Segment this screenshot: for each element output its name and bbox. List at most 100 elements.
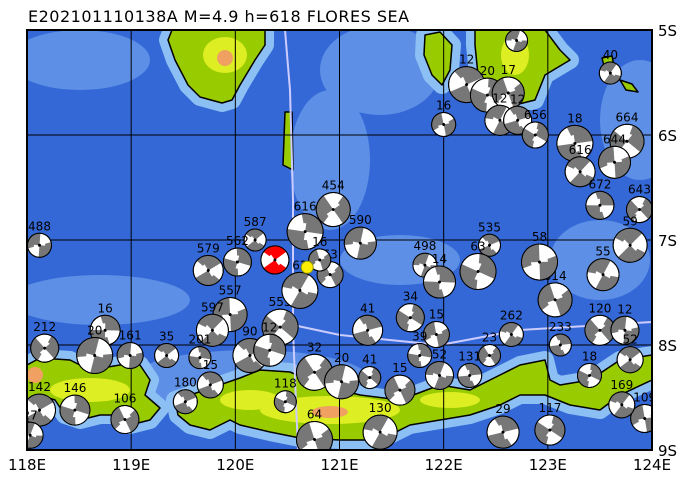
beachball-center-dot (423, 263, 427, 267)
beachball-edge (598, 61, 622, 85)
event-depth-label: 12 (459, 53, 474, 67)
compressional-quadrant (619, 346, 641, 373)
beachball-center-dot (253, 238, 257, 242)
event-beachball (521, 121, 549, 149)
event-beachball (478, 344, 501, 367)
event-depth-label: 212 (33, 320, 56, 334)
event-beachball (478, 233, 501, 257)
compressional-quadrant (478, 346, 501, 365)
event-beachball (422, 321, 450, 348)
beachball-edge (521, 243, 558, 281)
event-beachball (457, 362, 483, 388)
beachball-center-dot (318, 258, 322, 262)
beachball-center-dot (38, 243, 41, 247)
event-depth-label: 15 (429, 308, 444, 322)
event-depth-label: 12 (510, 92, 525, 106)
beachball-center-dot (623, 328, 627, 332)
beachball-edge (296, 421, 333, 450)
event-depth-label: 169 (610, 378, 633, 392)
beachball-center-dot (548, 428, 552, 432)
nodal-band (617, 347, 643, 373)
event-beachball (537, 282, 573, 318)
nodal-band (538, 283, 572, 317)
event-beachball (273, 390, 297, 414)
beachball-edge (431, 112, 457, 137)
beachball-edge (116, 342, 144, 369)
beachball-edge (384, 374, 416, 406)
beachball-center-dot (28, 433, 32, 437)
event-depth-label: 656 (524, 108, 547, 122)
nodal-band (505, 30, 528, 52)
event-beachball (612, 227, 648, 263)
nodal-band (196, 314, 228, 346)
beachball-edge (286, 213, 324, 251)
beachball-center-dot (313, 370, 316, 374)
beachball-edge (343, 226, 377, 260)
nodal-band (325, 365, 359, 399)
beachball-edge (459, 253, 497, 290)
event-depth-label: 55 (595, 245, 610, 259)
event-depth-label: 16 (312, 235, 327, 249)
event-beachball (243, 228, 267, 252)
event-depth-label: 587 (244, 215, 267, 229)
event-beachball (505, 30, 529, 52)
beachball-edge (598, 145, 631, 179)
event-depth-label: 643 (628, 183, 651, 197)
event-depth-label: 131 (458, 349, 481, 363)
event-depth-label: 146 (63, 381, 86, 395)
beachball-edge (577, 362, 602, 388)
beachball-center-dot (93, 354, 97, 357)
beachball-center-dot (268, 348, 272, 352)
nodal-band (189, 346, 211, 369)
beachball-edge (59, 394, 91, 426)
event-depth-label: 32 (307, 340, 322, 354)
beachball-edge (273, 390, 297, 414)
event-beachball (577, 362, 602, 388)
highlight-event-marker (300, 260, 314, 274)
beachball-center-dot (210, 328, 214, 332)
beachball-center-dot (558, 343, 562, 347)
beachball-edge (521, 121, 549, 149)
beachball-center-dot (598, 203, 602, 207)
beachball-edge (358, 366, 382, 390)
beachball-center-dot (515, 39, 519, 42)
nodal-band (478, 234, 501, 256)
event-depth-label: 18 (509, 16, 524, 30)
beachball-center-dot (553, 298, 557, 302)
event-beachball (315, 192, 351, 228)
beachball-edge (610, 315, 640, 345)
beachball-edge (491, 76, 525, 110)
compressional-quadrant (316, 195, 351, 224)
event-beachball (30, 333, 60, 363)
nodal-band (425, 361, 454, 390)
beachball-center-dot (43, 346, 47, 350)
beachball-edge (196, 371, 224, 399)
event-depth-label: 118 (274, 377, 297, 391)
beachball-center-dot (248, 354, 252, 357)
event-depth-label: 15 (392, 361, 407, 375)
beachball-center-dot (103, 328, 107, 332)
nodal-band (487, 416, 519, 448)
lon-tick-label: 118E (8, 456, 46, 474)
beachball-center-dot (628, 243, 632, 247)
nodal-band (396, 304, 424, 332)
nodal-band (233, 339, 267, 372)
beachball-edge (608, 391, 636, 419)
beachball-edge (586, 258, 620, 292)
event-depth-label: 562 (226, 234, 249, 248)
event-beachball (586, 258, 620, 292)
event-beachball (116, 342, 144, 369)
event-depth-label: 52 (622, 333, 637, 347)
event-depth-label: 109 (633, 391, 656, 405)
event-depth-label: 12 (617, 302, 632, 316)
event-beachball (423, 265, 456, 299)
event-beachball (192, 254, 224, 286)
beachball-center-dot (516, 118, 520, 122)
event-depth-label: 498 (413, 239, 436, 253)
beachball-center-dot (613, 160, 616, 164)
beachball-center-dot (538, 260, 541, 264)
nodal-band (27, 233, 52, 257)
beachball-edge (222, 247, 252, 277)
beachball-center-dot (73, 408, 77, 412)
